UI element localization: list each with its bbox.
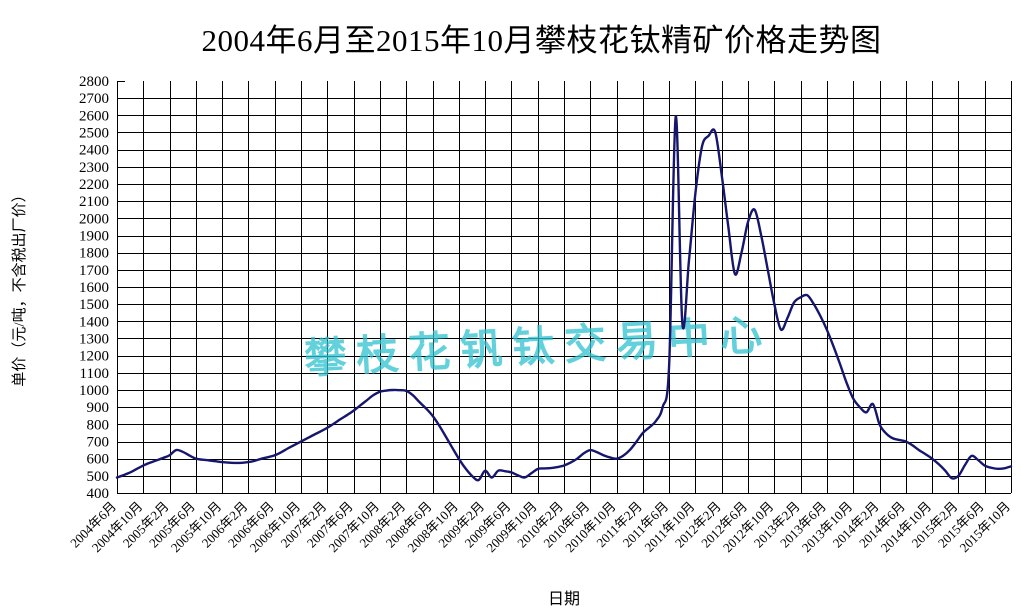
svg-text:2300: 2300 xyxy=(79,160,109,176)
svg-text:1000: 1000 xyxy=(79,383,109,399)
svg-text:2700: 2700 xyxy=(79,91,109,107)
svg-text:1700: 1700 xyxy=(79,263,109,279)
svg-text:400: 400 xyxy=(87,486,110,502)
svg-text:1400: 1400 xyxy=(79,314,109,330)
svg-text:1100: 1100 xyxy=(80,366,109,382)
svg-text:2200: 2200 xyxy=(79,177,109,193)
svg-text:500: 500 xyxy=(87,469,110,485)
svg-text:1900: 1900 xyxy=(79,229,109,245)
svg-text:700: 700 xyxy=(87,435,110,451)
svg-text:1300: 1300 xyxy=(79,332,109,348)
svg-text:1200: 1200 xyxy=(79,349,109,365)
svg-text:800: 800 xyxy=(87,417,110,433)
svg-text:2800: 2800 xyxy=(79,74,109,90)
svg-text:600: 600 xyxy=(87,452,110,468)
svg-text:1500: 1500 xyxy=(79,297,109,313)
svg-text:1800: 1800 xyxy=(79,246,109,262)
svg-text:1600: 1600 xyxy=(79,280,109,296)
svg-text:2500: 2500 xyxy=(79,126,109,142)
svg-text:900: 900 xyxy=(87,400,110,416)
svg-text:2100: 2100 xyxy=(79,194,109,210)
svg-text:2600: 2600 xyxy=(79,108,109,124)
svg-text:2000: 2000 xyxy=(79,211,109,227)
svg-text:2400: 2400 xyxy=(79,143,109,159)
